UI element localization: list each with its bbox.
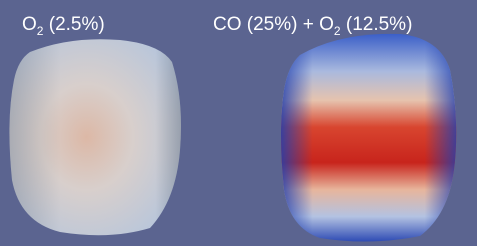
panel-label: O2 (2.5%): [22, 14, 105, 38]
label-text: CO (25%) + O: [213, 14, 334, 35]
page: O2 (2.5%) CO (25%) + O2 (12.5%) (() => {…: [0, 0, 477, 246]
right-particle: [281, 34, 456, 242]
left-particle: [9, 39, 181, 235]
figure: O2 (2.5%) CO (25%) + O2 (12.5%): [0, 0, 477, 246]
label-text: (2.5%): [43, 14, 104, 35]
label-text: (12.5%): [341, 14, 413, 35]
label-text: O: [22, 14, 37, 35]
panel-label: CO (25%) + O2 (12.5%): [213, 14, 412, 38]
